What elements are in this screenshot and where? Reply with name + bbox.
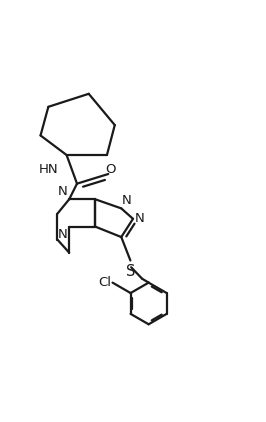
Text: N: N (57, 228, 67, 241)
Text: HN: HN (39, 163, 58, 176)
Text: O: O (106, 163, 116, 176)
Text: N: N (58, 186, 68, 198)
Text: Cl: Cl (98, 276, 111, 289)
Text: N: N (122, 194, 132, 207)
Text: N: N (135, 211, 145, 225)
Text: S: S (127, 264, 136, 279)
